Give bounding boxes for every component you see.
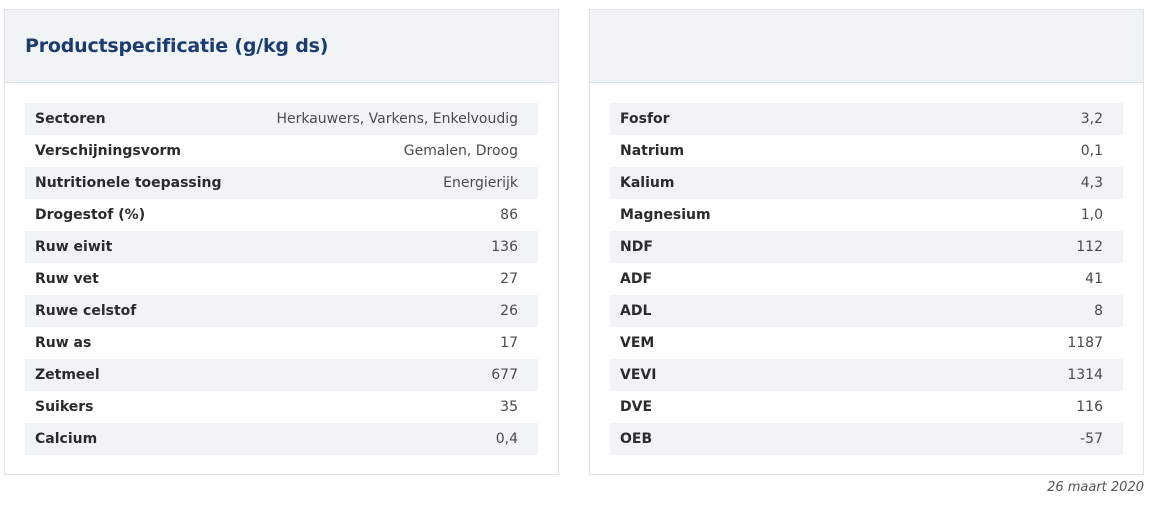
- row-label: VEM: [620, 335, 655, 351]
- row-label: Kalium: [620, 175, 675, 191]
- row-label: VEVI: [620, 367, 657, 383]
- row-value: 1314: [1067, 367, 1103, 383]
- row-value: 27: [500, 271, 518, 287]
- spec-panel-left: Productspecificatie (g/kg ds) Sectoren He…: [4, 9, 559, 475]
- table-row: Kalium 4,3: [610, 167, 1123, 199]
- row-value: 1,0: [1080, 207, 1103, 223]
- row-value: 0,1: [1080, 143, 1103, 159]
- row-value: Herkauwers, Varkens, Enkelvoudig: [276, 111, 518, 127]
- table-row: Calcium 0,4: [25, 423, 538, 455]
- row-label: Suikers: [35, 399, 94, 415]
- row-label: ADF: [620, 271, 653, 287]
- row-value: 116: [1076, 399, 1103, 415]
- row-label: Ruw as: [35, 335, 92, 351]
- update-date: 26 maart 2020: [1047, 480, 1144, 495]
- table-row: VEM 1187: [610, 327, 1123, 359]
- table-row: Suikers 35: [25, 391, 538, 423]
- table-row: Zetmeel 677: [25, 359, 538, 391]
- table-row: OEB -57: [610, 423, 1123, 455]
- row-label: Magnesium: [620, 207, 711, 223]
- panel-header: Productspecificatie (g/kg ds): [5, 10, 558, 83]
- row-value: Energierijk: [443, 175, 518, 191]
- table-row: Ruw as 17: [25, 327, 538, 359]
- row-value: 35: [500, 399, 518, 415]
- table-row: Nutritionele toepassing Energierijk: [25, 167, 538, 199]
- row-value: 26: [500, 303, 518, 319]
- row-label: Ruwe celstof: [35, 303, 137, 319]
- spec-table-left: Sectoren Herkauwers, Varkens, Enkelvoudig…: [25, 103, 538, 455]
- table-row: Fosfor 3,2: [610, 103, 1123, 135]
- spec-table-right: Fosfor 3,2 Natrium 0,1 Kalium 4,3 Magnesium…: [610, 103, 1123, 455]
- row-label: Ruw eiwit: [35, 239, 113, 255]
- row-value: 1187: [1067, 335, 1103, 351]
- table-row: Drogestof (%) 86: [25, 199, 538, 231]
- row-label: ADL: [620, 303, 652, 319]
- table-row: Sectoren Herkauwers, Varkens, Enkelvoudig: [25, 103, 538, 135]
- row-value: 17: [500, 335, 518, 351]
- row-label: OEB: [620, 431, 653, 447]
- row-label: Drogestof (%): [35, 207, 146, 223]
- table-row: DVE 116: [610, 391, 1123, 423]
- row-value: 86: [500, 207, 518, 223]
- row-value: 136: [491, 239, 518, 255]
- row-value: 41: [1085, 271, 1103, 287]
- row-value: 677: [491, 367, 518, 383]
- row-label: Calcium: [35, 431, 98, 447]
- row-label: Ruw vet: [35, 271, 99, 287]
- row-value: 3,2: [1080, 111, 1103, 127]
- row-value: 8: [1094, 303, 1103, 319]
- row-value: 0,4: [495, 431, 518, 447]
- row-value: 4,3: [1080, 175, 1103, 191]
- row-label: Fosfor: [620, 111, 670, 127]
- row-label: Zetmeel: [35, 367, 100, 383]
- table-row: Ruwe celstof 26: [25, 295, 538, 327]
- panel-header: [590, 10, 1143, 83]
- row-label: Natrium: [620, 143, 685, 159]
- table-row: Magnesium 1,0: [610, 199, 1123, 231]
- table-row: Ruw vet 27: [25, 263, 538, 295]
- row-label: Verschijningsvorm: [35, 143, 181, 159]
- row-label: DVE: [620, 399, 653, 415]
- row-value: -57: [1080, 431, 1103, 447]
- spec-panel-right: Fosfor 3,2 Natrium 0,1 Kalium 4,3 Magnesium…: [589, 9, 1144, 475]
- row-value: 112: [1076, 239, 1103, 255]
- table-row: Ruw eiwit 136: [25, 231, 538, 263]
- table-row: ADL 8: [610, 295, 1123, 327]
- row-label: NDF: [620, 239, 653, 255]
- row-label: Sectoren: [35, 111, 106, 127]
- table-row: Verschijningsvorm Gemalen, Droog: [25, 135, 538, 167]
- table-row: Natrium 0,1: [610, 135, 1123, 167]
- table-row: ADF 41: [610, 263, 1123, 295]
- table-row: VEVI 1314: [610, 359, 1123, 391]
- table-row: NDF 112: [610, 231, 1123, 263]
- row-value: Gemalen, Droog: [403, 143, 518, 159]
- panel-title: Productspecificatie (g/kg ds): [25, 35, 329, 57]
- row-label: Nutritionele toepassing: [35, 175, 222, 191]
